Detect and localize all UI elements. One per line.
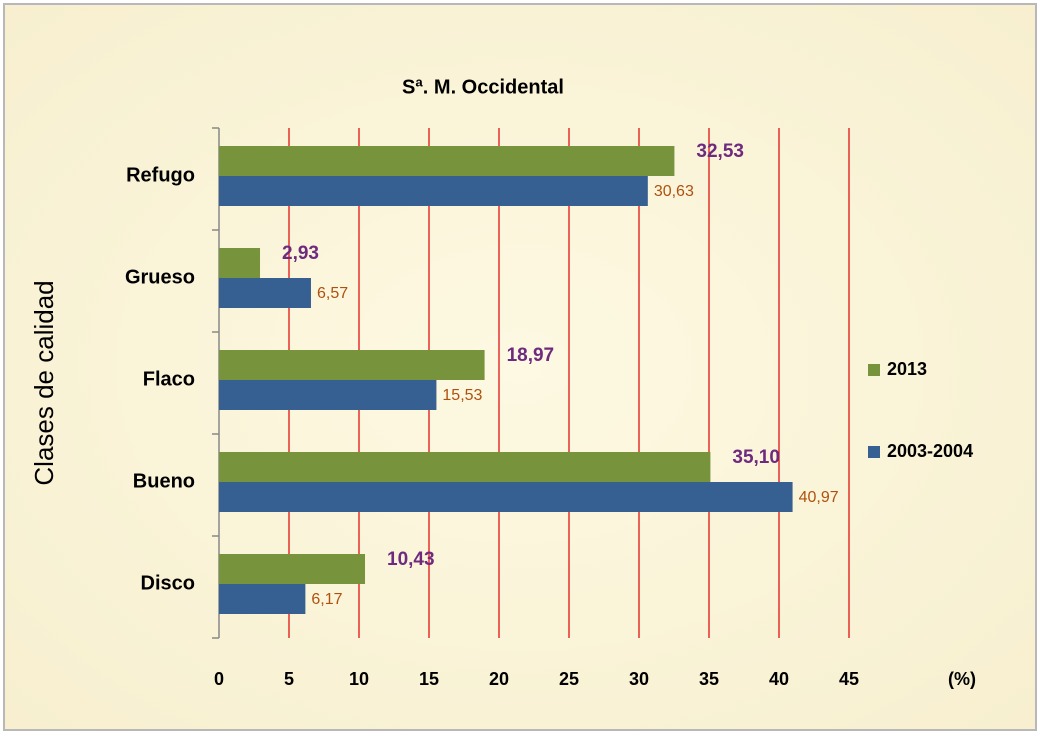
- bar: [219, 146, 675, 176]
- data-label: 30,63: [654, 183, 694, 200]
- bar: [219, 248, 261, 278]
- data-label: 18,97: [507, 345, 555, 366]
- bar: [219, 584, 306, 614]
- legend-label: 2013: [887, 359, 927, 379]
- chart-title: Sª. M. Occidental: [402, 76, 564, 98]
- x-tick-label: 15: [419, 669, 439, 689]
- x-tick-label: 10: [349, 669, 369, 689]
- data-label: 15,53: [442, 387, 482, 404]
- y-tick-label: Bueno: [133, 470, 195, 492]
- bar: [219, 278, 311, 308]
- bar: [219, 452, 711, 482]
- bar: [219, 482, 793, 512]
- bar: [219, 350, 485, 380]
- data-label: 40,97: [799, 489, 839, 506]
- frame: [3, 3, 1037, 731]
- x-tick-label: 40: [769, 669, 789, 689]
- y-axis-label: Clases de calidad: [29, 280, 59, 485]
- bar: [219, 554, 366, 584]
- y-tick-label: Refugo: [126, 164, 195, 186]
- legend-label: 2003-2004: [887, 441, 973, 461]
- x-tick-label: 5: [284, 669, 294, 689]
- bar: [219, 380, 437, 410]
- x-tick-label: 0: [214, 669, 224, 689]
- y-tick-label: Disco: [141, 572, 195, 594]
- data-label: 32,53: [696, 141, 744, 162]
- y-tick-label: Grueso: [125, 266, 195, 288]
- data-label: 2,93: [282, 243, 319, 264]
- data-label: 35,10: [732, 447, 780, 468]
- x-tick-label: 20: [489, 669, 509, 689]
- x-axis-label: (%): [948, 669, 976, 689]
- x-tick-label: 25: [559, 669, 579, 689]
- legend-swatch: [868, 446, 880, 458]
- data-label: 6,17: [311, 591, 342, 608]
- data-label: 6,57: [317, 285, 348, 302]
- x-tick-label: 30: [629, 669, 649, 689]
- legend-swatch: [868, 364, 880, 376]
- x-tick-label: 45: [839, 669, 859, 689]
- x-tick-label: 35: [699, 669, 719, 689]
- y-tick-label: Flaco: [143, 368, 195, 390]
- bar: [219, 176, 648, 206]
- data-label: 10,43: [387, 549, 435, 570]
